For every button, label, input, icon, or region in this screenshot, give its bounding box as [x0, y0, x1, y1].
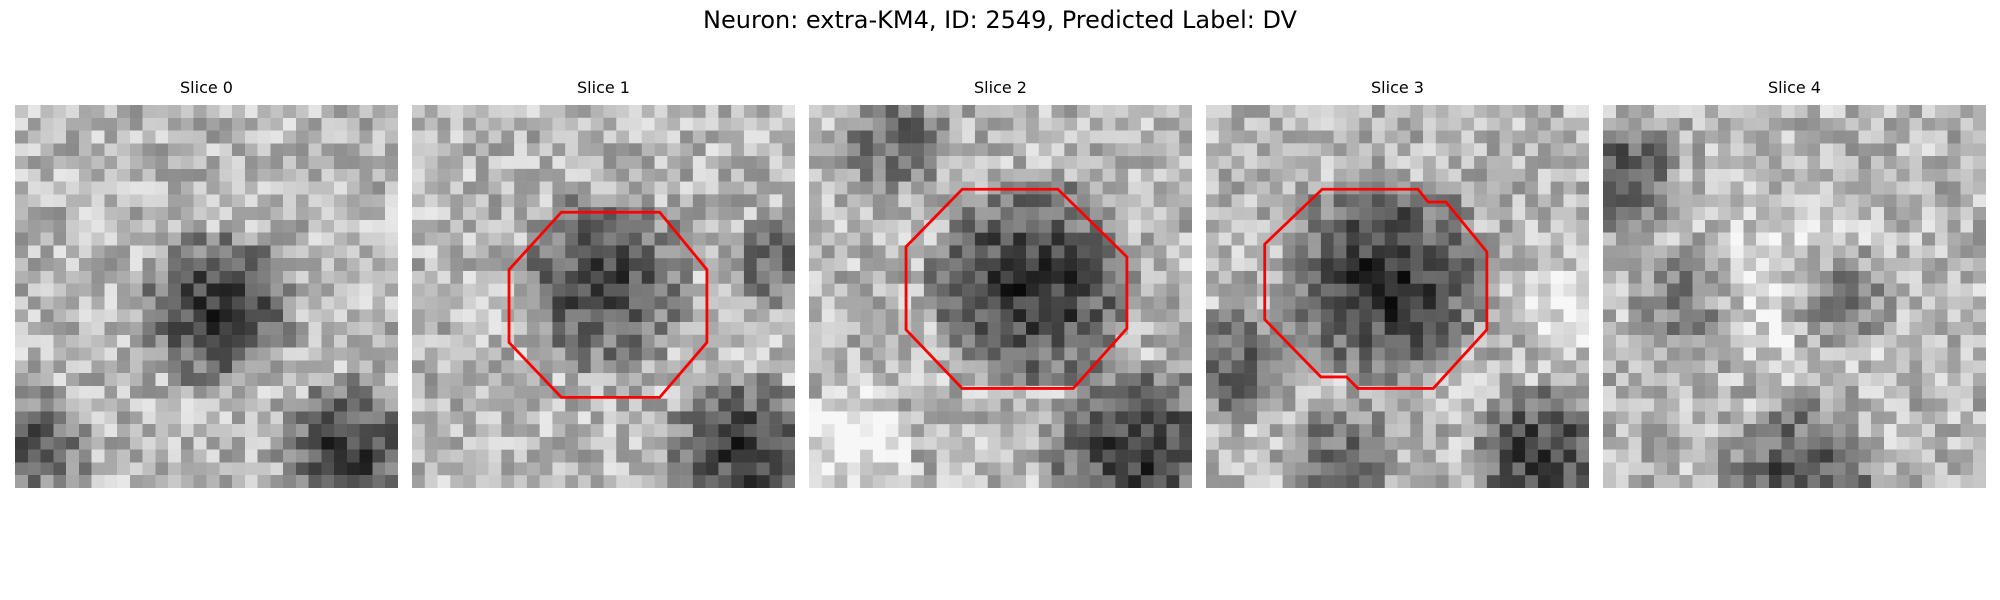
slice-title-3: Slice 3 [1371, 78, 1424, 97]
slice-title-0: Slice 0 [180, 78, 233, 97]
slice-title-1: Slice 1 [577, 78, 630, 97]
slice-panel-0: Slice 0 [15, 78, 398, 488]
roi-contour-3 [1263, 187, 1489, 390]
slice-panel-1: Slice 1 [412, 78, 795, 488]
slice-image-2 [809, 105, 1192, 488]
slice-panel-4: Slice 4 [1603, 78, 1986, 488]
slice-panel-2: Slice 2 [809, 78, 1192, 488]
slice-image-1 [412, 105, 795, 488]
slice-image-4 [1603, 105, 1986, 488]
slice-image-3 [1206, 105, 1589, 488]
slice-panel-3: Slice 3 [1206, 78, 1589, 488]
slice-image-0 [15, 105, 398, 488]
roi-contour-2 [904, 187, 1129, 390]
roi-contour-1 [507, 210, 709, 399]
slice-title-4: Slice 4 [1768, 78, 1821, 97]
figure-title: Neuron: extra-KM4, ID: 2549, Predicted L… [703, 6, 1297, 34]
slice-title-2: Slice 2 [974, 78, 1027, 97]
